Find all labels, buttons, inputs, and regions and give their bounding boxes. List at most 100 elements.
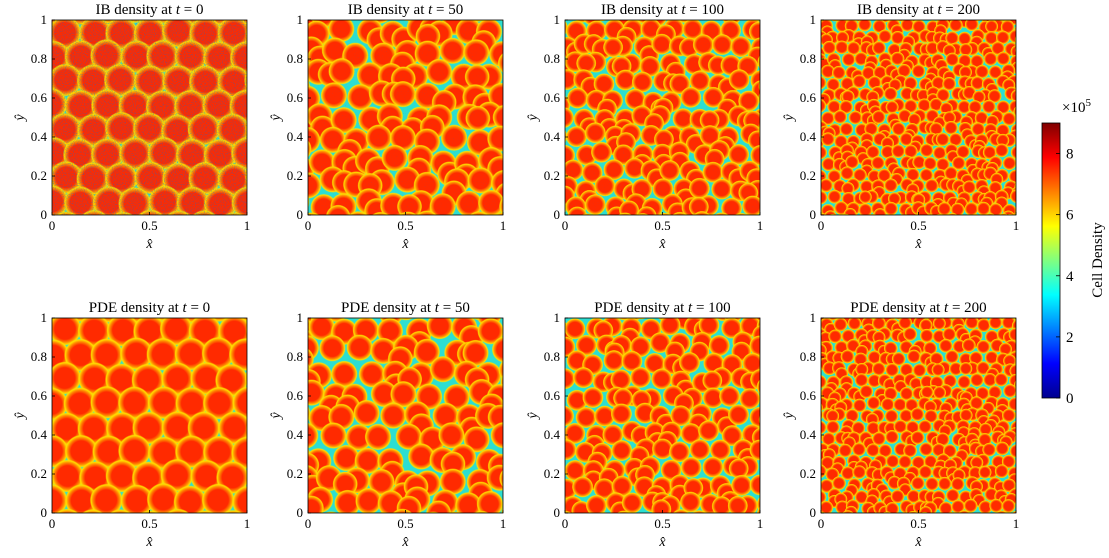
cell-spot [636, 222, 656, 242]
cell-spot [974, 512, 982, 513]
heatmap-area [806, 19, 1037, 215]
x-axis-label: x̂ [914, 535, 922, 550]
y-axis-label: ŷ [782, 114, 797, 123]
x-tick-label: 0.5 [141, 516, 157, 531]
cell-spot [244, 169, 247, 186]
cell-spot [937, 476, 952, 491]
cell-spot [500, 374, 503, 391]
cell-spot [761, 459, 782, 480]
cell-spot [635, 513, 656, 534]
cell-spot [325, 20, 341, 23]
cell-spot [1022, 376, 1036, 390]
cell-spot [575, 334, 598, 356]
heatmap-area [821, 318, 1036, 513]
cell-spot [515, 135, 540, 160]
panel-ib-t50: IB density at t = 50 0 0.5 1 0 0.2 0.4 0.6 0.8 1 x… [269, 2, 540, 252]
y-axis-label: ŷ [526, 412, 541, 421]
cell-spot [565, 405, 575, 427]
cell-spot [504, 16, 531, 43]
cell-spot [865, 443, 881, 458]
cell-spot [308, 318, 335, 341]
cell-spot [945, 488, 960, 503]
cell-spot [245, 25, 247, 41]
cell-spot [651, 499, 672, 513]
y-tick-label: 0.6 [544, 388, 561, 403]
cell-spot [988, 318, 1003, 330]
panel-pde-t200: PDE density at t = 200 0 0.5 1 0 0.2 0.4 0.6 0.8… [782, 300, 1036, 550]
x-tick-label: 0.5 [910, 218, 926, 233]
cell-spot [1014, 137, 1016, 147]
y-tick-label: 0.2 [544, 466, 560, 481]
cell-spot [257, 137, 290, 170]
y-tick-label: 0 [810, 207, 817, 222]
heatmap-area [308, 318, 531, 549]
cell-spot [844, 20, 854, 22]
cell-spot [942, 327, 957, 342]
cell-spot [109, 508, 132, 513]
cell-spot [1021, 146, 1035, 160]
cell-spot [1023, 99, 1037, 113]
x-axis-label: x̂ [401, 535, 409, 550]
y-tick-label: 0.4 [544, 427, 561, 442]
cell-spot [366, 524, 391, 549]
cell-spot [760, 158, 781, 179]
cell-spot [1020, 122, 1034, 136]
panel-ib-t0: IB density at t = 0 0 0.5 1 0 0.2 0.4 0.6 0.8 1 x̂… [13, 0, 292, 252]
y-tick-label: 0 [297, 505, 304, 520]
cell-spot [898, 214, 902, 215]
y-tick-label: 0.2 [287, 168, 303, 183]
cell-spot [998, 20, 1008, 22]
y-tick-label: 0.4 [31, 129, 48, 144]
cell-spot [328, 214, 337, 215]
cell-spot [602, 424, 624, 446]
cell-spot [52, 361, 82, 395]
cell-spot [766, 513, 787, 534]
cell-spot [308, 405, 311, 422]
cell-spot [259, 0, 292, 24]
cell-spot [598, 511, 609, 513]
cell-spot [582, 512, 590, 513]
cell-spot [763, 60, 783, 80]
panel-pde-t100: PDE density at t = 100 0 0.5 1 0 0.2 0.4 0.6 0.8… [526, 300, 789, 550]
cell-spot [821, 420, 827, 435]
cell-spot [931, 363, 945, 377]
cell-spot [318, 334, 346, 362]
cell-spot [504, 487, 531, 514]
cell-spot [257, 185, 290, 218]
colorbar-tick-label: 4 [1066, 269, 1074, 285]
y-tick-label: 1 [41, 12, 48, 27]
colorbar-tick-label: 6 [1066, 208, 1074, 224]
colorbar-multiplier: ×105 [1062, 97, 1091, 116]
cell-spot [1017, 19, 1031, 33]
cell-spot [81, 508, 104, 513]
cell-spot [758, 80, 760, 92]
cell-spot [995, 510, 1008, 513]
cell-spot [852, 465, 867, 480]
cell-spot [698, 318, 720, 336]
cell-spot [395, 423, 423, 451]
cell-spot [678, 351, 701, 374]
cell-spot [882, 511, 892, 513]
y-tick-label: 0.2 [31, 466, 47, 481]
cell-spot [1022, 441, 1036, 455]
x-tick-label: 0.5 [397, 218, 413, 233]
cell-spot [117, 386, 151, 420]
cell-spot [697, 420, 720, 442]
cell-spot [439, 468, 467, 495]
cell-spot [1022, 496, 1035, 509]
cell-spot [330, 360, 358, 388]
x-tick-label: 1 [244, 516, 251, 531]
cell-spot [749, 368, 760, 391]
x-axis-label: x̂ [401, 237, 409, 252]
cell-spot [501, 505, 503, 513]
cell-spot [932, 318, 946, 331]
cell-spot [982, 372, 998, 387]
x-tick-label: 0.5 [397, 516, 413, 531]
y-tick-label: 0 [297, 207, 304, 222]
cell-spot [758, 129, 760, 140]
cell-spot [893, 419, 908, 434]
cell-spot [768, 370, 789, 391]
y-tick-label: 0.8 [800, 349, 816, 364]
cell-spot [806, 64, 820, 78]
cell-spot [591, 224, 611, 244]
